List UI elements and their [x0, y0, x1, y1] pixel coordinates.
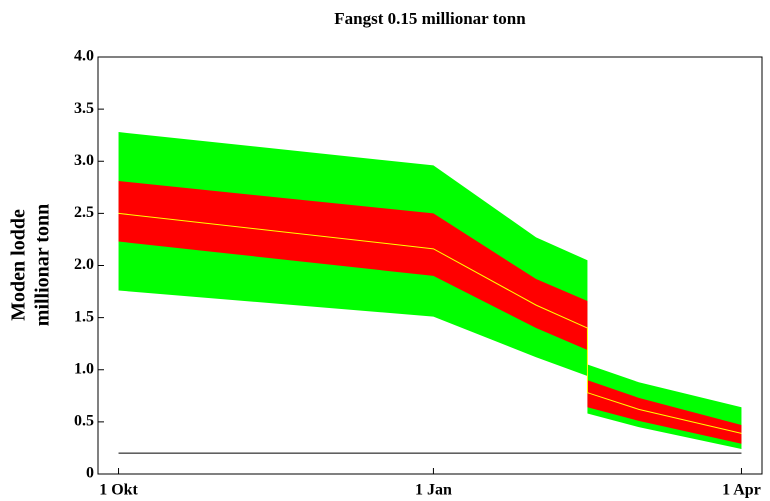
y-tick-label: 4.0 [74, 48, 94, 65]
y-tick-label: 0.5 [74, 413, 94, 430]
y-axis-label: Moden lodde millionar tonn [8, 204, 54, 326]
y-tick-label: 3.0 [74, 152, 94, 169]
chart-title: Fangst 0.15 millionar tonn [334, 9, 526, 28]
y-tick-label: 1.0 [74, 360, 94, 377]
y-tick-label: 2.5 [74, 204, 94, 221]
y-tick-label: 3.5 [74, 100, 94, 117]
y-tick-label: 0 [86, 465, 94, 482]
x-tick-label: 1 Apr [722, 482, 761, 499]
median-line [118, 212, 742, 434]
y-tick-label: 1.5 [74, 308, 94, 325]
y-label-line: millionar tonn [32, 204, 54, 326]
y-tick-label: 2.0 [74, 256, 94, 273]
x-tick-label: 1 Jan [415, 482, 452, 499]
band [118, 181, 742, 444]
x-tick-label: 1 Okt [99, 482, 138, 499]
y-label-line: Moden lodde [8, 209, 30, 321]
